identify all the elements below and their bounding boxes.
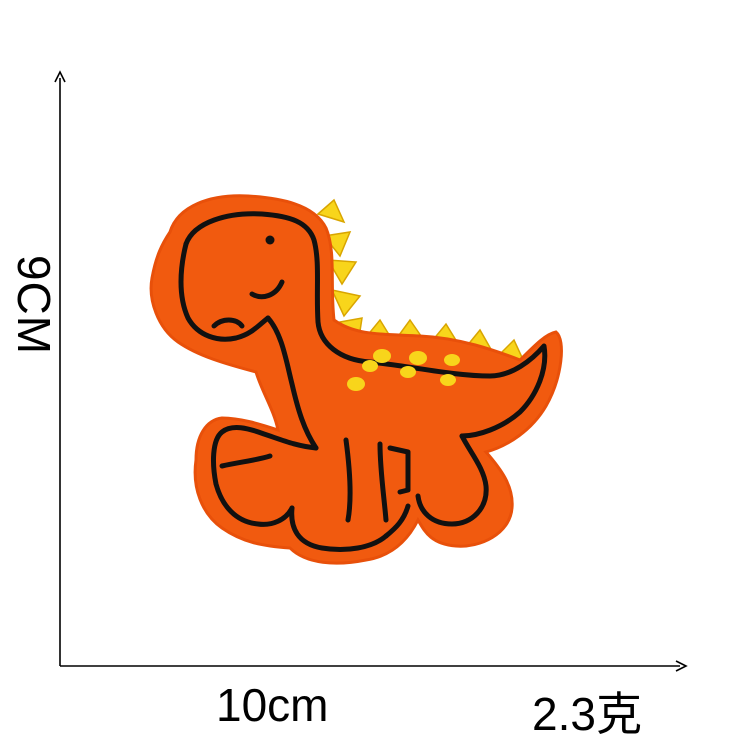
height-axis-arrow-icon <box>54 70 66 83</box>
width-label: 10cm <box>216 679 329 731</box>
dots-icon <box>347 349 460 391</box>
eye-icon <box>265 235 275 245</box>
width-axis-arrow-icon <box>675 660 688 672</box>
weight-label: 2.3克 <box>532 688 642 740</box>
